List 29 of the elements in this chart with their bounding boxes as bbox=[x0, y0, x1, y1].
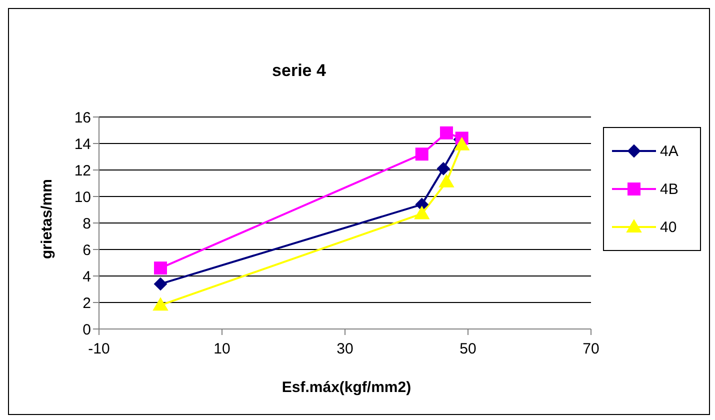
point bbox=[436, 162, 450, 176]
x-tick-label: 30 bbox=[336, 340, 354, 358]
chart-title: serie 4 bbox=[271, 61, 327, 81]
x-tick-label: 50 bbox=[460, 340, 476, 358]
y-tick-label: 16 bbox=[74, 109, 91, 126]
y-tick-label: 2 bbox=[82, 294, 91, 312]
x-axis-title: Esf.máx(kgf/mm2) bbox=[280, 379, 412, 396]
y-tick-label: 14 bbox=[74, 136, 91, 153]
y-tick-label: 12 bbox=[74, 162, 91, 180]
y-axis-title: grietas/mm bbox=[38, 178, 56, 260]
x-tick-label: 70 bbox=[582, 340, 600, 358]
y-tick-label: 10 bbox=[74, 188, 91, 206]
point bbox=[154, 262, 167, 275]
x-tick-label: 10 bbox=[214, 340, 230, 358]
point bbox=[454, 137, 470, 150]
legend-label: 40 bbox=[660, 218, 677, 236]
y-tick-label: 6 bbox=[82, 242, 91, 259]
legend-label: 4B bbox=[660, 180, 678, 198]
y-tick-label: 0 bbox=[82, 321, 91, 338]
x-tick-label: -10 bbox=[88, 340, 110, 358]
point bbox=[415, 148, 428, 161]
point bbox=[153, 298, 168, 311]
point bbox=[414, 206, 430, 220]
point bbox=[440, 126, 453, 140]
legend-label: 4A bbox=[660, 142, 678, 160]
y-tick-label: 8 bbox=[82, 215, 91, 232]
y-tick-label: 4 bbox=[82, 268, 91, 286]
point bbox=[154, 277, 167, 290]
point bbox=[438, 174, 454, 188]
